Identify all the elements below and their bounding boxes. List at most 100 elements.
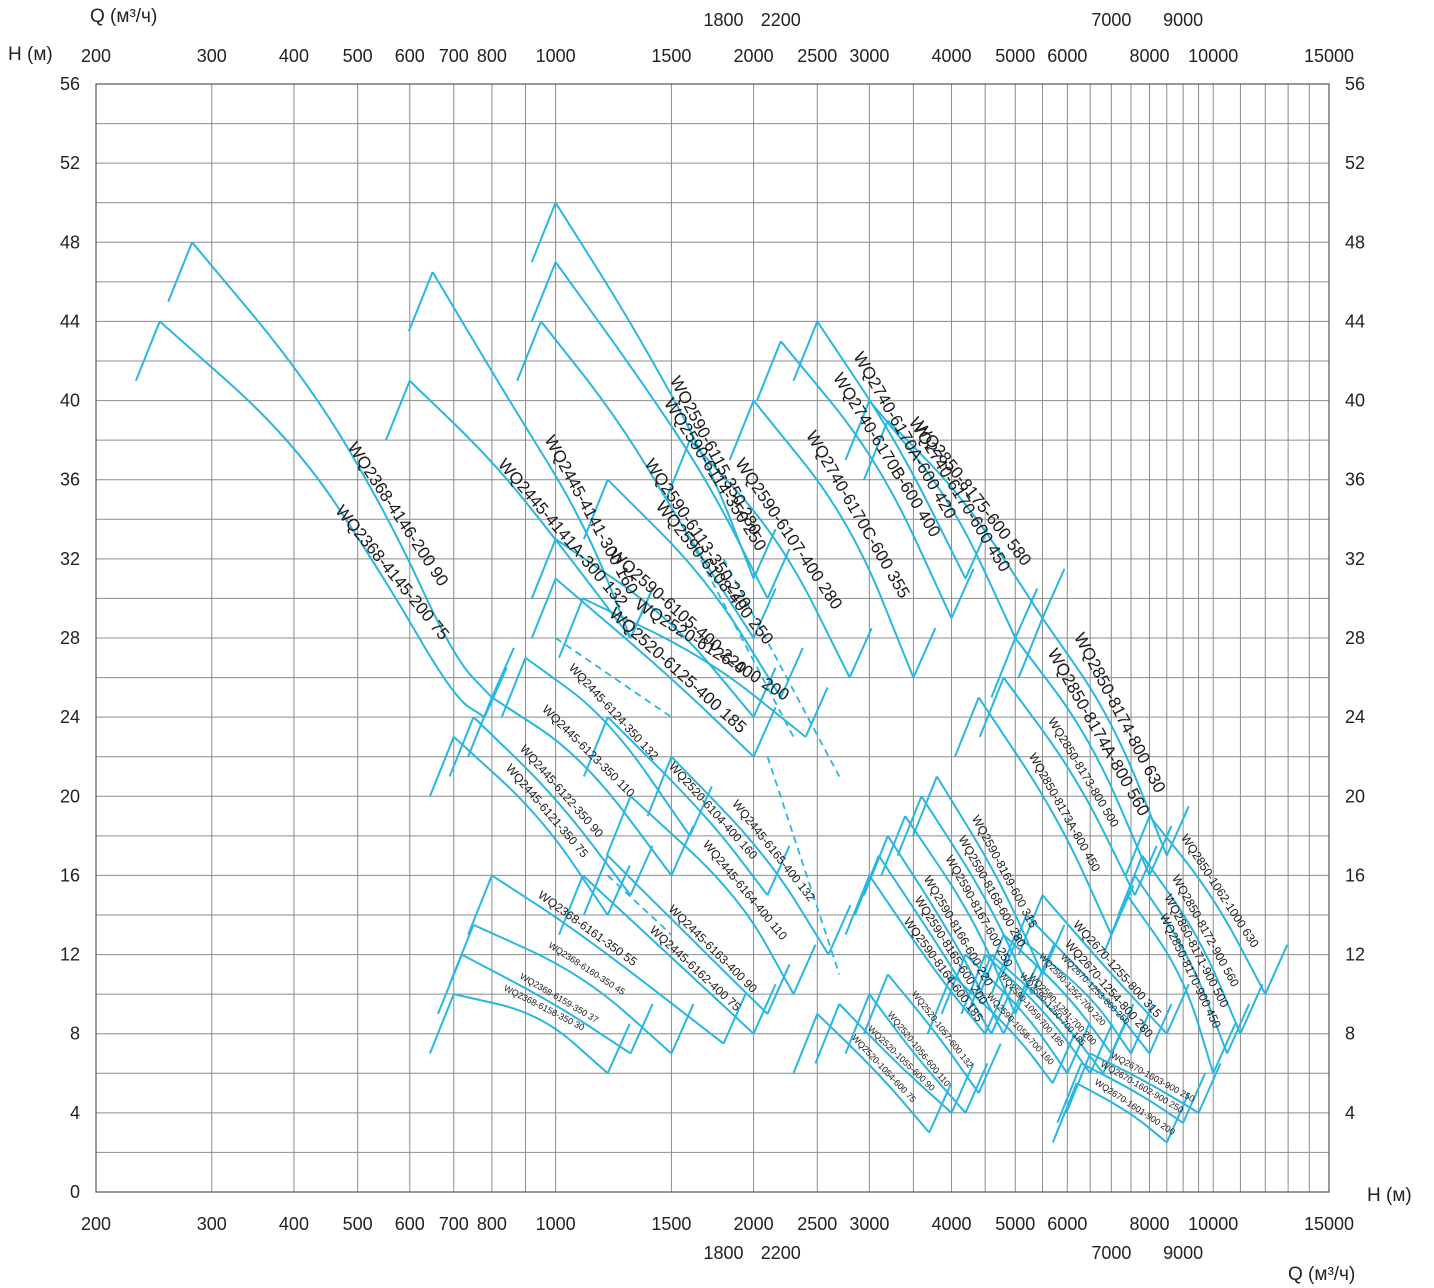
envelope-edge-left bbox=[926, 973, 953, 1035]
x-tick-label-bottom: 700 bbox=[439, 1214, 469, 1234]
dashed-guide bbox=[766, 756, 841, 975]
envelope-edge-left bbox=[990, 637, 1017, 698]
pump-curve bbox=[904, 815, 1017, 1015]
envelope-edge-left bbox=[558, 598, 584, 659]
envelope-edge-right bbox=[629, 588, 654, 639]
y-tick-label-right: 44 bbox=[1345, 311, 1365, 331]
x-tick-label-bottom: 2500 bbox=[797, 1214, 837, 1234]
envelope-edge-right bbox=[490, 647, 515, 698]
pump-curve bbox=[1133, 874, 1229, 1054]
x-tick-label-top: 4000 bbox=[932, 46, 972, 66]
y-tick-label-left: 8 bbox=[70, 1024, 80, 1044]
y-tick-label-left: 32 bbox=[60, 549, 80, 569]
envelope-edge-right bbox=[752, 983, 777, 1035]
x-tick-label-top: 800 bbox=[477, 46, 507, 66]
pump-curve bbox=[191, 241, 493, 699]
pump-curve bbox=[524, 656, 691, 837]
envelope-edge-right bbox=[964, 528, 989, 580]
envelope-edge-right bbox=[629, 845, 654, 896]
y-tick-label-right: 28 bbox=[1345, 628, 1365, 648]
envelope-edge-left bbox=[1056, 1063, 1083, 1124]
x-tick-label-top: 1000 bbox=[536, 46, 576, 66]
envelope-edge-left bbox=[467, 875, 493, 936]
envelope-edge-right bbox=[804, 687, 829, 738]
x-tick-label-top: 1500 bbox=[651, 46, 691, 66]
x-tick-label-top: 2000 bbox=[734, 46, 774, 66]
pump-curve bbox=[868, 993, 967, 1114]
x-tick-label-bottom: 600 bbox=[395, 1214, 425, 1234]
pump-model-label: WQ2850-8173A-800 450 bbox=[1026, 751, 1103, 875]
x-tick-label-bottom: 3000 bbox=[849, 1214, 889, 1234]
y-tick-label-right: 12 bbox=[1345, 945, 1365, 965]
y-tick-label-left: 52 bbox=[60, 153, 80, 173]
envelope-edge-right bbox=[1130, 1003, 1154, 1054]
y-tick-label-right: 16 bbox=[1345, 865, 1365, 885]
pump-curve bbox=[629, 795, 795, 995]
pump-curve bbox=[964, 953, 1069, 1074]
x-tick-label-top: 8000 bbox=[1129, 46, 1169, 66]
envelope-edge-left bbox=[467, 696, 493, 758]
envelope-edge-right bbox=[1133, 845, 1158, 896]
x-tick-label-bottom: 2000 bbox=[734, 1214, 774, 1234]
envelope-edge-left bbox=[385, 380, 411, 441]
pump-curve bbox=[606, 854, 769, 1015]
pump-curve bbox=[554, 202, 755, 579]
y-tick-label-left: 44 bbox=[60, 311, 80, 331]
pump-curve bbox=[752, 399, 915, 678]
x-tick-label-bottom: 200 bbox=[81, 1214, 111, 1234]
envelope-edge-left bbox=[437, 954, 463, 1015]
envelope-edge-right bbox=[977, 1043, 1002, 1094]
envelope-edge-right bbox=[950, 568, 975, 619]
envelope-edge-right bbox=[1066, 1023, 1091, 1074]
envelope-edge-left bbox=[853, 855, 880, 916]
envelope-edge-left bbox=[582, 855, 609, 916]
pump-curve bbox=[920, 795, 1033, 995]
pump-curve bbox=[472, 716, 632, 896]
y-tick-label-right: 40 bbox=[1345, 391, 1365, 411]
envelope-edge-left bbox=[863, 419, 889, 481]
pump-curve bbox=[491, 874, 725, 1045]
envelope-edge-left bbox=[863, 835, 889, 896]
envelope-edge-right bbox=[1148, 825, 1173, 876]
envelope-edge-left bbox=[530, 538, 557, 599]
y-tick-label-right: 20 bbox=[1345, 786, 1365, 806]
pump-curve bbox=[816, 320, 967, 580]
x-tick-label-bottom: 800 bbox=[477, 1214, 507, 1234]
envelope-edge-left bbox=[665, 439, 691, 500]
pump-curve bbox=[689, 439, 851, 679]
envelope-edge-right bbox=[606, 1023, 631, 1074]
pump-curve bbox=[606, 716, 769, 896]
pump-curve bbox=[1025, 914, 1151, 1055]
envelope-edge-left bbox=[1017, 617, 1044, 678]
x-tick-label-top: 400 bbox=[279, 46, 309, 66]
envelope-edge-left bbox=[792, 1013, 819, 1074]
pump-curve bbox=[582, 874, 755, 1035]
envelope-edge-left bbox=[960, 954, 987, 1015]
envelope-edge-left bbox=[756, 340, 782, 401]
pump-curve bbox=[159, 320, 486, 718]
envelope-edge-right bbox=[1165, 805, 1190, 857]
dashed-guide bbox=[722, 558, 841, 777]
envelope-edge-right bbox=[752, 706, 777, 758]
plot-frame bbox=[95, 83, 1330, 1193]
x-tick-label-top-row2: 1800 bbox=[703, 10, 743, 30]
grid bbox=[96, 83, 1329, 1193]
pump-curve bbox=[1148, 815, 1267, 995]
envelope-edge-right bbox=[1051, 1033, 1076, 1084]
x-tick-label-top-row2: 9000 bbox=[1163, 10, 1203, 30]
x-tick-label-top-row2: 7000 bbox=[1091, 10, 1131, 30]
pump-curve bbox=[409, 380, 632, 639]
pump-curve bbox=[555, 538, 755, 718]
pump-curve bbox=[491, 696, 673, 876]
pump-curve bbox=[977, 696, 1113, 936]
envelope-edge-left bbox=[1124, 815, 1151, 876]
x-tick-label-bottom-row2: 9000 bbox=[1163, 1243, 1203, 1263]
pump-curve bbox=[473, 923, 673, 1055]
y-tick-label-right: 56 bbox=[1345, 74, 1365, 94]
pump-curve bbox=[461, 953, 632, 1055]
x-tick-label-top: 3000 bbox=[849, 46, 889, 66]
envelope-edge-right bbox=[752, 528, 777, 580]
y-axis-title-right: H (м) bbox=[1367, 1185, 1412, 1206]
envelope-edge-right bbox=[1014, 588, 1039, 639]
x-tick-label-top: 6000 bbox=[1047, 46, 1087, 66]
